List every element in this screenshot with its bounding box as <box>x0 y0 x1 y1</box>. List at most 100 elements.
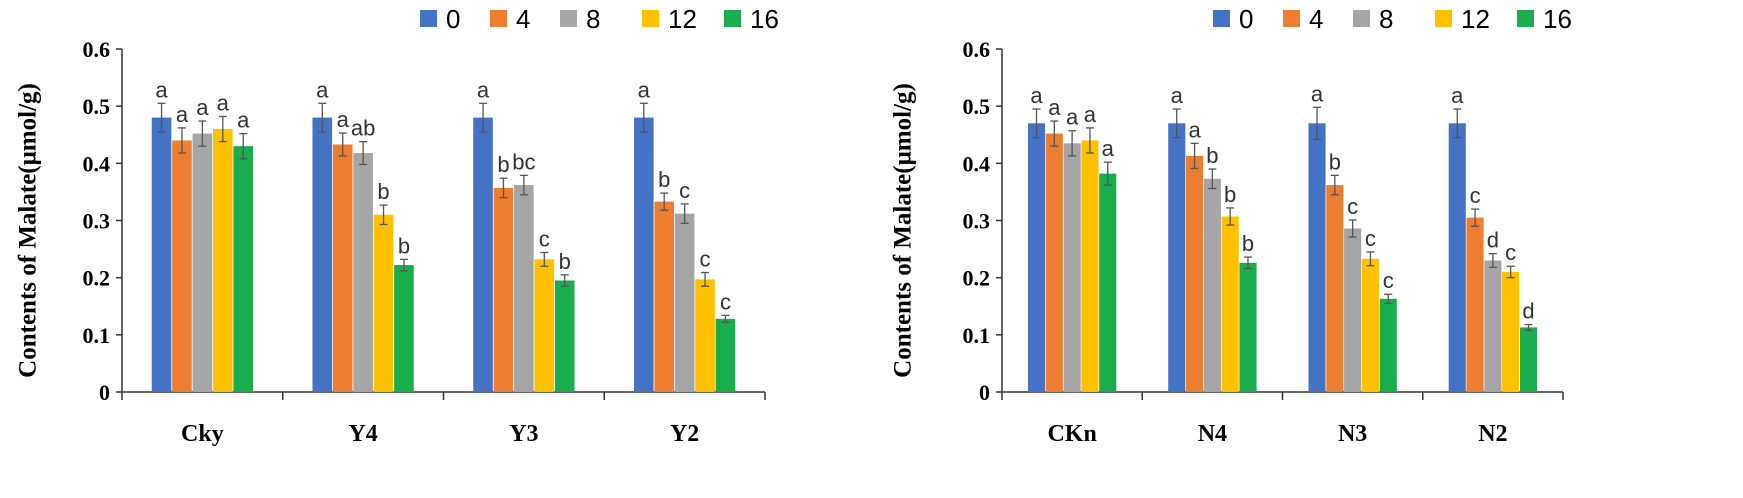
x-tick-label: CKn <box>1047 421 1096 447</box>
significance-label: c <box>1365 226 1376 251</box>
significance-label: a <box>1171 83 1184 108</box>
legend-label: 8 <box>586 4 600 34</box>
significance-label: a <box>217 90 230 115</box>
x-tick-label: N3 <box>1338 421 1367 447</box>
bar <box>1466 217 1484 392</box>
significance-label: c <box>1347 194 1358 219</box>
y-axis-label: Contents of Malate(μmol/g) <box>890 83 917 378</box>
x-tick-label: N2 <box>1478 421 1507 447</box>
significance-label: c <box>1505 240 1516 265</box>
bar <box>1203 178 1221 392</box>
legend-label: 16 <box>1543 4 1572 34</box>
legend-label: 0 <box>1239 4 1253 34</box>
bar <box>172 140 192 392</box>
significance-label: a <box>1048 95 1061 120</box>
bar <box>1081 140 1099 392</box>
bar <box>394 265 414 392</box>
significance-label: a <box>1066 105 1079 130</box>
bar <box>1221 216 1239 392</box>
significance-label: b <box>1224 182 1236 207</box>
significance-label: a <box>155 77 168 102</box>
y-tick-label: 0.2 <box>963 266 991 291</box>
significance-label: a <box>1188 117 1201 142</box>
bar <box>473 117 493 392</box>
bar <box>233 146 254 392</box>
y-tick-label: 0.6 <box>83 37 111 62</box>
legend-label: 12 <box>668 4 697 34</box>
y-tick-label: 0.1 <box>963 323 991 348</box>
legend: 0 4 8 12 16 <box>420 4 779 34</box>
legend-label: 8 <box>1379 4 1393 34</box>
y-tick-label: 0.4 <box>83 151 111 176</box>
bar <box>1186 155 1204 392</box>
bar <box>1502 271 1520 392</box>
x-tick-label: N4 <box>1198 421 1227 447</box>
y-tick-label: 0 <box>99 380 110 405</box>
significance-label: d <box>1487 228 1499 253</box>
bar <box>1168 123 1186 393</box>
bar <box>1448 123 1466 393</box>
significance-label: ab <box>351 116 375 141</box>
significance-label: a <box>1311 81 1324 106</box>
y-tick-label: 0.2 <box>83 266 111 291</box>
y-tick-label: 0.4 <box>963 151 991 176</box>
significance-label: a <box>316 77 329 102</box>
significance-label: b <box>1329 149 1341 174</box>
x-tick-label: Y3 <box>509 421 538 447</box>
significance-label: a <box>477 77 490 102</box>
significance-label: a <box>638 77 651 102</box>
y-tick-label: 0.3 <box>963 209 991 234</box>
bar <box>1045 133 1063 392</box>
bar <box>192 133 213 392</box>
y-tick-label: 0.6 <box>963 37 991 62</box>
legend-swatch <box>1353 10 1370 27</box>
legend-label: 12 <box>1461 4 1490 34</box>
significance-label: b <box>559 249 571 274</box>
significance-label: b <box>1242 231 1254 256</box>
bar <box>1519 327 1538 392</box>
y-tick-label: 0.5 <box>83 94 111 119</box>
bar <box>554 280 575 392</box>
x-tick-label: Y4 <box>348 421 377 447</box>
bar <box>1361 258 1379 392</box>
y-tick-label: 0.1 <box>83 323 111 348</box>
significance-label: c <box>1383 268 1394 293</box>
bar <box>151 117 172 392</box>
bar <box>493 187 514 392</box>
legend-swatch <box>1517 10 1534 27</box>
significance-label: b <box>398 233 410 258</box>
y-tick-label: 0.3 <box>83 209 111 234</box>
legend-swatch <box>642 10 659 27</box>
bar <box>674 213 695 392</box>
bar <box>312 117 333 392</box>
legend-swatch <box>1213 10 1230 27</box>
y-tick-label: 0 <box>979 380 990 405</box>
legend-swatch <box>490 10 507 27</box>
significance-label: a <box>1102 136 1115 161</box>
bar <box>1484 260 1502 392</box>
bar <box>715 318 736 392</box>
legend: 0 4 8 12 16 <box>1213 4 1572 34</box>
bar <box>1027 123 1046 393</box>
bar <box>332 144 353 392</box>
x-tick-label: Cky <box>181 421 224 447</box>
significance-label: b <box>377 179 389 204</box>
x-tick-label: Y2 <box>670 421 699 447</box>
legend-swatch <box>420 10 437 27</box>
bar <box>534 259 555 392</box>
bar <box>353 153 373 392</box>
significance-label: a <box>1084 102 1097 127</box>
legend-swatch <box>1435 10 1452 27</box>
significance-label: bc <box>512 149 535 174</box>
significance-label: a <box>196 95 209 120</box>
legend-swatch <box>1283 10 1300 27</box>
chart-left: 0 0.1 0.2 0.3 0.4 0.5 0.6 Contents of Malate(μm… <box>15 4 779 447</box>
legend-label: 4 <box>516 4 530 34</box>
legend-label: 0 <box>446 4 460 34</box>
bar <box>1099 173 1117 392</box>
significance-label: c <box>539 227 550 252</box>
chart-right: 0 0.1 0.2 0.3 0.4 0.5 0.6 Contents of Malate(μm… <box>890 4 1572 447</box>
bar <box>212 129 233 393</box>
bar <box>654 201 675 392</box>
